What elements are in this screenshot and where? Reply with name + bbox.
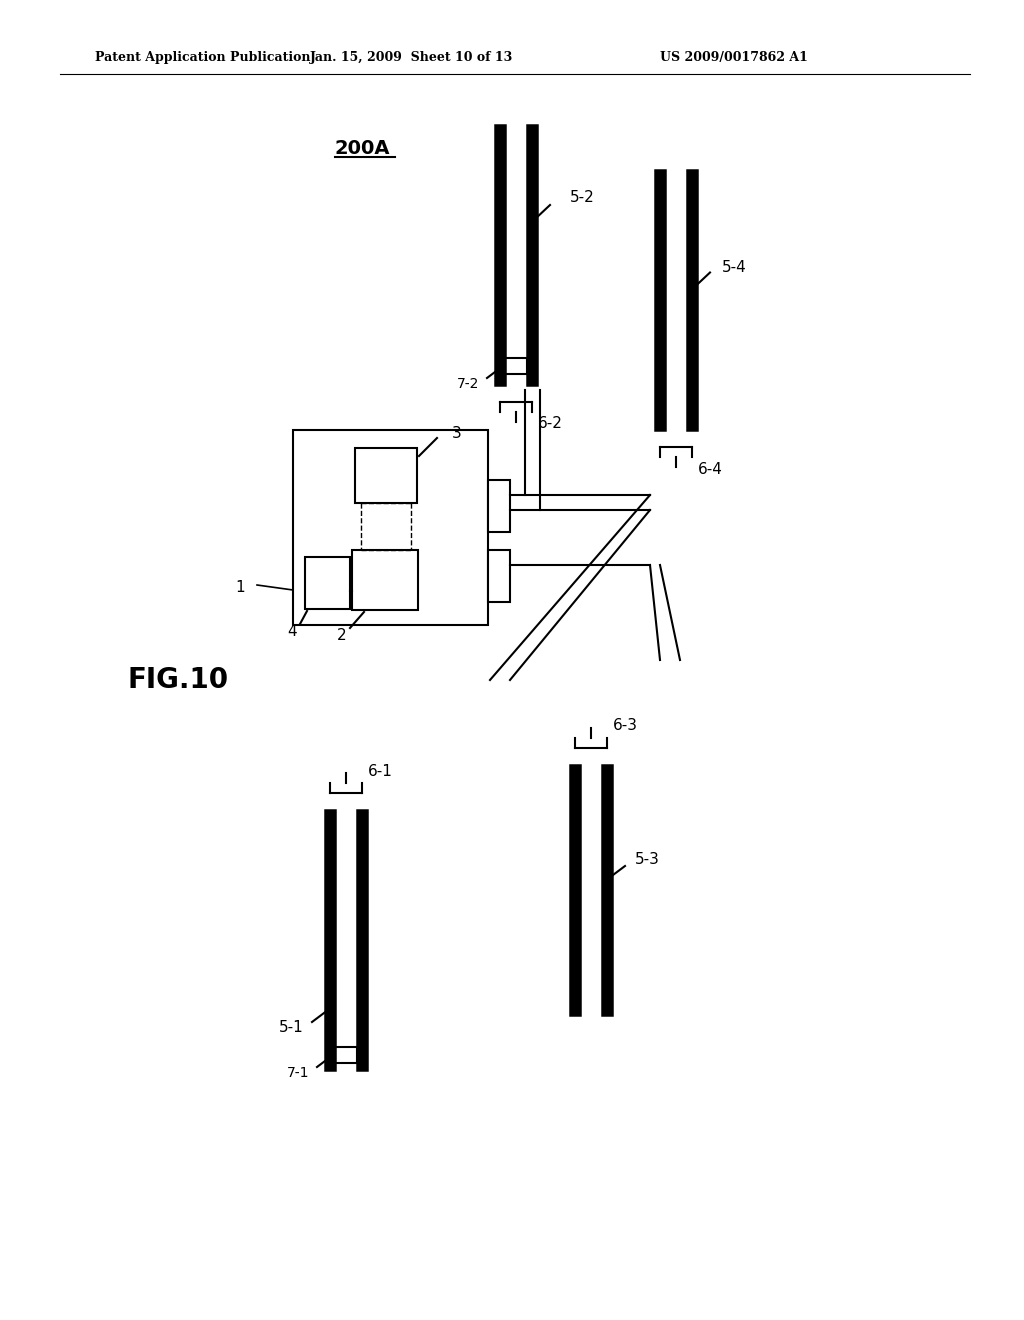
Bar <box>293 430 488 624</box>
Text: 6-2: 6-2 <box>538 417 563 432</box>
Text: 2: 2 <box>337 627 347 643</box>
Bar <box>355 447 417 503</box>
Text: FIG.10: FIG.10 <box>128 667 229 694</box>
Text: 5-2: 5-2 <box>570 190 595 206</box>
Text: 7-1: 7-1 <box>287 1067 309 1080</box>
Text: 3: 3 <box>452 426 462 441</box>
Bar <box>335 1047 357 1063</box>
Text: Patent Application Publication: Patent Application Publication <box>95 51 310 65</box>
Bar <box>305 557 350 609</box>
Text: 1: 1 <box>236 581 245 595</box>
Text: 200A: 200A <box>335 139 390 157</box>
Text: Jan. 15, 2009  Sheet 10 of 13: Jan. 15, 2009 Sheet 10 of 13 <box>310 51 514 65</box>
Text: US 2009/0017862 A1: US 2009/0017862 A1 <box>660 51 808 65</box>
Text: 6-1: 6-1 <box>368 763 393 779</box>
Text: 4: 4 <box>288 623 297 639</box>
Bar <box>488 480 510 532</box>
Text: 7-2: 7-2 <box>457 378 479 391</box>
Text: 5-3: 5-3 <box>635 853 659 867</box>
Text: 5-1: 5-1 <box>280 1020 304 1035</box>
Bar <box>352 550 418 610</box>
Text: 6-4: 6-4 <box>698 462 723 477</box>
Bar <box>488 550 510 602</box>
Text: 5-4: 5-4 <box>722 260 746 275</box>
Bar <box>505 358 527 374</box>
Text: 6-3: 6-3 <box>613 718 638 734</box>
